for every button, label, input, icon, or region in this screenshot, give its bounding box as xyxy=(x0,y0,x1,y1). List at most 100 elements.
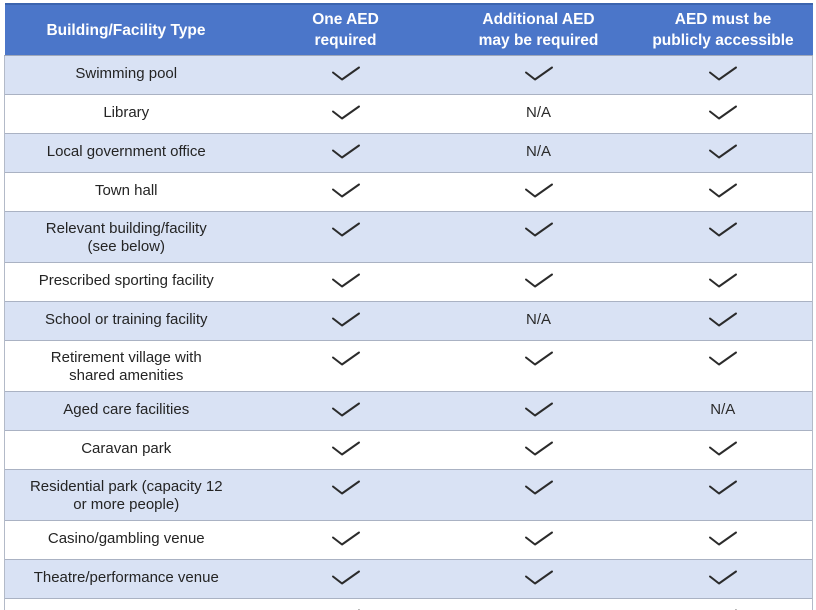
table-row: School or training facility N/A xyxy=(4,301,813,341)
table-body: Swimming pool Library N/A Local government … xyxy=(4,55,813,610)
aed-requirements-table: Building/Facility Type One AED required … xyxy=(4,3,813,610)
check-icon xyxy=(331,351,361,366)
table-row: Town hall xyxy=(4,172,813,212)
one-aed-required-cell xyxy=(247,559,444,599)
table-row: Theatre/performance venue xyxy=(4,559,813,599)
facility-type-cell: Theatre/performance venue xyxy=(4,559,248,599)
publicly-accessible-cell xyxy=(633,94,813,134)
check-icon xyxy=(708,531,738,546)
column-header-facility-type: Building/Facility Type xyxy=(4,3,248,56)
publicly-accessible-cell xyxy=(633,430,813,470)
check-icon xyxy=(524,273,554,288)
one-aed-required-cell xyxy=(247,55,444,95)
na-value: N/A xyxy=(525,311,551,328)
table-row: Residential park (capacity 12 or more pe… xyxy=(4,469,813,521)
one-aed-required-cell xyxy=(247,598,444,610)
one-aed-required-cell xyxy=(247,430,444,470)
column-header-additional-aed: Additional AED may be required xyxy=(443,3,634,56)
facility-type-cell: Town hall xyxy=(4,172,248,212)
additional-aed-cell xyxy=(443,211,634,263)
check-icon xyxy=(331,312,361,327)
check-icon xyxy=(708,570,738,585)
one-aed-required-cell xyxy=(247,301,444,341)
facility-type-cell: Residential park (capacity 12 or more pe… xyxy=(4,469,248,521)
check-icon xyxy=(708,183,738,198)
check-icon xyxy=(331,105,361,120)
table-row: Retirement village with shared amenities xyxy=(4,340,813,392)
check-icon xyxy=(524,351,554,366)
check-icon xyxy=(524,480,554,495)
check-icon xyxy=(708,273,738,288)
additional-aed-cell xyxy=(443,520,634,560)
additional-aed-cell xyxy=(443,262,634,302)
additional-aed-cell xyxy=(443,469,634,521)
check-icon xyxy=(331,441,361,456)
check-icon xyxy=(708,351,738,366)
additional-aed-cell xyxy=(443,172,634,212)
publicly-accessible-cell xyxy=(633,469,813,521)
check-icon xyxy=(524,183,554,198)
check-icon xyxy=(524,441,554,456)
facility-type-cell: Place of worship xyxy=(4,598,248,610)
one-aed-required-cell xyxy=(247,211,444,263)
publicly-accessible-cell xyxy=(633,559,813,599)
table-row: Library N/A xyxy=(4,94,813,134)
one-aed-required-cell xyxy=(247,520,444,560)
check-icon xyxy=(331,66,361,81)
check-icon xyxy=(331,480,361,495)
facility-type-cell: Library xyxy=(4,94,248,134)
facility-type-cell: Local government office xyxy=(4,133,248,173)
check-icon xyxy=(524,66,554,81)
check-icon xyxy=(331,222,361,237)
one-aed-required-cell xyxy=(247,262,444,302)
na-value: N/A xyxy=(710,401,736,418)
table-row: Aged care facilities N/A xyxy=(4,391,813,431)
check-icon xyxy=(331,273,361,288)
facility-type-cell: Aged care facilities xyxy=(4,391,248,431)
check-icon xyxy=(524,570,554,585)
table-row: Relevant building/facility (see below) xyxy=(4,211,813,263)
one-aed-required-cell xyxy=(247,340,444,392)
check-icon xyxy=(708,222,738,237)
check-icon xyxy=(331,570,361,585)
publicly-accessible-cell xyxy=(633,301,813,341)
additional-aed-cell xyxy=(443,559,634,599)
na-value: N/A xyxy=(525,104,551,121)
column-header-one-aed-required: One AED required xyxy=(247,3,444,56)
publicly-accessible-cell xyxy=(633,520,813,560)
facility-type-cell: Caravan park xyxy=(4,430,248,470)
table-row: Casino/gambling venue xyxy=(4,520,813,560)
check-icon xyxy=(524,402,554,417)
check-icon xyxy=(708,312,738,327)
additional-aed-cell: N/A xyxy=(443,598,634,610)
facility-type-cell: School or training facility xyxy=(4,301,248,341)
publicly-accessible-cell xyxy=(633,133,813,173)
one-aed-required-cell xyxy=(247,391,444,431)
table-row: Prescribed sporting facility xyxy=(4,262,813,302)
check-icon xyxy=(708,105,738,120)
one-aed-required-cell xyxy=(247,172,444,212)
publicly-accessible-cell xyxy=(633,598,813,610)
check-icon xyxy=(331,402,361,417)
facility-type-cell: Prescribed sporting facility xyxy=(4,262,248,302)
publicly-accessible-cell xyxy=(633,172,813,212)
table-header: Building/Facility Type One AED required … xyxy=(4,3,813,56)
table-row: Swimming pool xyxy=(4,55,813,95)
check-icon xyxy=(708,480,738,495)
na-value: N/A xyxy=(525,143,551,160)
facility-type-cell: Retirement village with shared amenities xyxy=(4,340,248,392)
additional-aed-cell xyxy=(443,391,634,431)
table-row: Place of worship N/A xyxy=(4,598,813,610)
publicly-accessible-cell xyxy=(633,340,813,392)
additional-aed-cell xyxy=(443,340,634,392)
table-row: Caravan park xyxy=(4,430,813,470)
publicly-accessible-cell xyxy=(633,211,813,263)
publicly-accessible-cell: N/A xyxy=(633,391,813,431)
additional-aed-cell: N/A xyxy=(443,301,634,341)
additional-aed-cell xyxy=(443,430,634,470)
check-icon xyxy=(331,183,361,198)
check-icon xyxy=(331,531,361,546)
one-aed-required-cell xyxy=(247,94,444,134)
one-aed-required-cell xyxy=(247,133,444,173)
